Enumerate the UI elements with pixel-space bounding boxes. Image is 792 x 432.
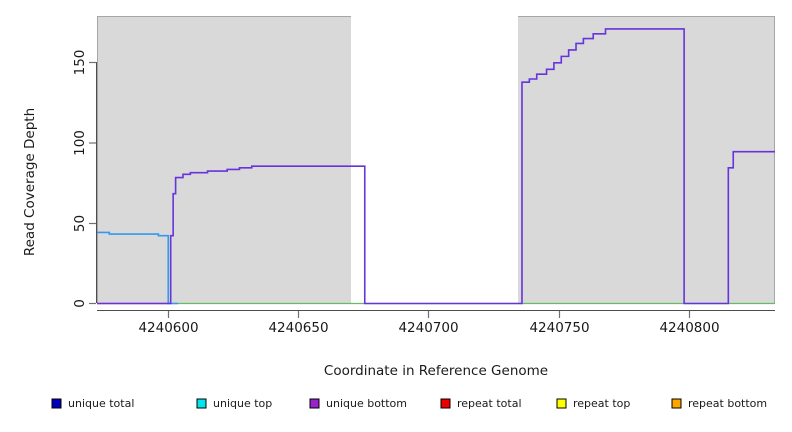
- x-ticks: [167, 311, 691, 318]
- legend-swatch-icon: [196, 398, 207, 409]
- y-axis: 150 100 50 0 Read Coverage Depth: [22, 50, 97, 308]
- x-axis: 4240600 4240650 4240700 4240750 4240800 …: [97, 310, 775, 379]
- legend-label: unique total: [68, 397, 134, 410]
- legend-swatch-icon: [51, 398, 62, 409]
- legend-item-repeat-bottom[interactable]: repeat bottom: [671, 397, 767, 410]
- series-unique-top: [97, 231, 179, 305]
- series-layer: [97, 28, 775, 305]
- legend-item-repeat-total[interactable]: repeat total: [440, 397, 522, 410]
- legend-label: unique bottom: [326, 397, 407, 410]
- series-unique-bottom: [97, 28, 775, 305]
- y-axis-label: Read Coverage Depth: [22, 108, 38, 256]
- y-ticklabel-0: 0: [72, 299, 88, 308]
- legend-label: repeat total: [457, 397, 522, 410]
- x-ticklabel-0: 4240600: [138, 320, 198, 336]
- legend-label: repeat top: [573, 397, 630, 410]
- x-ticklabel-4: 4240800: [659, 320, 719, 336]
- legend-label: unique top: [213, 397, 272, 410]
- legend-swatch-icon: [440, 398, 451, 409]
- legend-item-unique-bottom[interactable]: unique bottom: [309, 397, 407, 410]
- chart-legend: unique total unique top unique bottom repea…: [51, 397, 767, 410]
- legend-item-unique-top[interactable]: unique top: [196, 397, 272, 410]
- shaded-regions: [97, 16, 775, 304]
- shaded-region-left: [97, 16, 351, 304]
- legend-swatch-icon: [671, 398, 682, 409]
- x-ticklabel-1: 4240650: [268, 320, 328, 336]
- x-ticklabel-3: 4240750: [529, 320, 589, 336]
- y-ticklabel-100: 100: [72, 130, 88, 156]
- legend-item-repeat-top[interactable]: repeat top: [556, 397, 630, 410]
- legend-swatch-icon: [309, 398, 320, 409]
- legend-item-unique-total[interactable]: unique total: [51, 397, 134, 410]
- legend-label: repeat bottom: [688, 397, 767, 410]
- x-ticklabel-2: 4240700: [398, 320, 458, 336]
- legend-swatch-icon: [556, 398, 567, 409]
- y-ticklabel-50: 50: [72, 215, 88, 232]
- x-axis-label: Coordinate in Reference Genome: [324, 363, 548, 379]
- shaded-region-right: [518, 16, 775, 304]
- y-ticklabel-150: 150: [72, 50, 88, 76]
